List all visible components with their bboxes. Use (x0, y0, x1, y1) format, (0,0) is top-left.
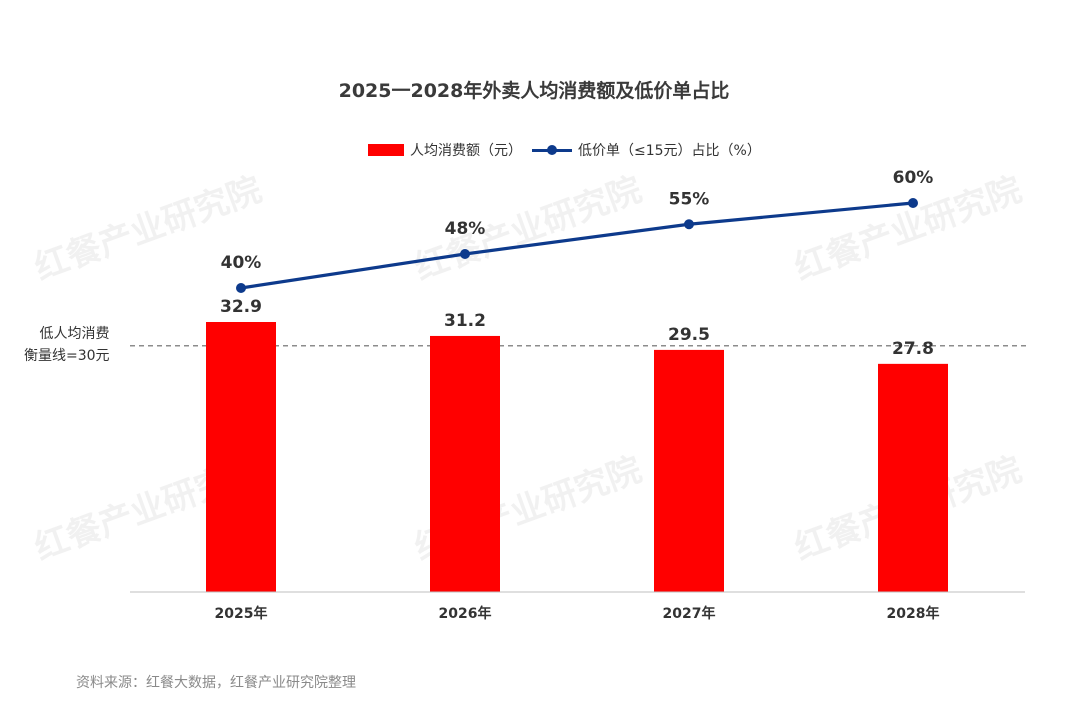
legend-bar-label: 人均消费额（元） (410, 143, 522, 159)
line-value-label: 60% (893, 168, 934, 188)
line-value-label: 55% (669, 189, 710, 209)
bar-value-label: 31.2 (444, 311, 486, 331)
line-value-label: 40% (221, 253, 262, 273)
bar (878, 363, 948, 592)
source-note: 资料来源：红餐大数据，红餐产业研究院整理 (76, 675, 356, 691)
watermark-layer: 红餐产业研究院红餐产业研究院红餐产业研究院红餐产业研究院红餐产业研究院红餐产业研… (29, 169, 1026, 568)
reference-line-label: 低人均消费 衡量线=30元 (24, 323, 110, 367)
x-tick-label: 2027年 (663, 605, 716, 622)
line-point (908, 198, 918, 208)
line-point (684, 219, 694, 230)
line-point (236, 283, 246, 293)
bar-value-label: 29.5 (668, 325, 710, 345)
legend: 人均消费额（元） 低价单（≤15元）占比（%） (368, 140, 761, 160)
line-series (236, 198, 918, 293)
x-tick-label: 2026年 (439, 605, 492, 622)
chart-title: 2025一2028年外卖人均消费额及低价单占比 (338, 80, 730, 102)
line-value-labels: 40% 48% 55% 60% (221, 168, 934, 273)
x-axis: 2025年 2026年 2027年 2028年 (130, 591, 1025, 622)
reference-label-line1: 低人均消费 (39, 326, 110, 342)
line-value-label: 48% (445, 219, 486, 239)
legend-line-swatch (532, 143, 572, 157)
line-point (460, 249, 470, 259)
x-tick-label: 2025年 (215, 605, 268, 622)
x-tick-label: 2028年 (887, 605, 940, 622)
reference-label-line2: 衡量线=30元 (24, 348, 110, 364)
bar (654, 349, 724, 592)
legend-bar-swatch (368, 144, 404, 156)
bar-series (206, 322, 948, 592)
bar-value-label: 32.9 (220, 297, 262, 317)
bar (430, 335, 500, 592)
bar-value-label: 27.8 (892, 339, 934, 359)
legend-line-label: 低价单（≤15元）占比（%） (578, 143, 761, 159)
bar (206, 322, 276, 592)
bar-value-labels: 32.9 31.2 29.5 27.8 (220, 297, 934, 359)
line-path (240, 201, 914, 290)
